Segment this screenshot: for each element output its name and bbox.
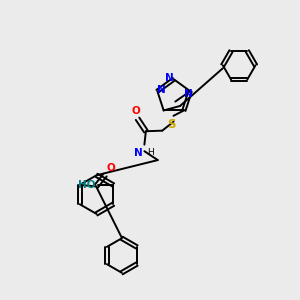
Text: S: S bbox=[167, 118, 176, 131]
Text: O: O bbox=[132, 106, 140, 116]
Text: O: O bbox=[106, 163, 115, 173]
Text: H: H bbox=[147, 148, 154, 157]
Text: N: N bbox=[134, 148, 143, 158]
Text: N: N bbox=[158, 85, 166, 95]
Text: HO: HO bbox=[79, 180, 96, 190]
Text: N: N bbox=[184, 88, 193, 99]
Text: N: N bbox=[165, 73, 174, 83]
